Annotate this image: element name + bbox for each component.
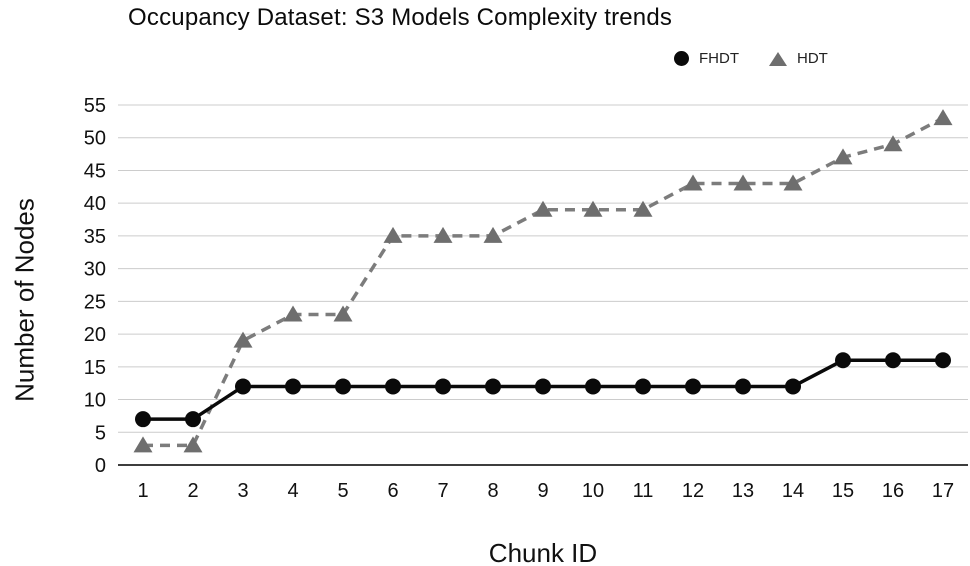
y-tick-label: 40: [84, 193, 106, 215]
data-point-fhdt[interactable]: [135, 411, 151, 428]
data-point-hdt[interactable]: [833, 148, 853, 165]
legend-label-fhdt: FHDT: [699, 50, 739, 67]
x-tick-label: 3: [237, 480, 248, 502]
data-point-hdt[interactable]: [433, 226, 453, 243]
data-point-hdt[interactable]: [483, 226, 503, 243]
x-tick-label: 6: [387, 480, 398, 502]
data-point-hdt[interactable]: [333, 305, 353, 322]
data-point-hdt[interactable]: [683, 174, 703, 191]
data-point-hdt[interactable]: [183, 436, 203, 453]
x-tick-label: 13: [732, 480, 754, 502]
legend-item-fhdt[interactable]: FHDT: [674, 50, 739, 67]
triangle-marker-icon: [769, 51, 787, 66]
x-tick-label: 9: [537, 480, 548, 502]
data-point-hdt[interactable]: [633, 200, 653, 217]
y-tick-label: 25: [84, 291, 106, 313]
data-point-fhdt[interactable]: [635, 378, 651, 395]
data-point-hdt[interactable]: [933, 109, 953, 126]
y-tick-label: 55: [84, 95, 106, 117]
x-tick-label: 8: [487, 480, 498, 502]
data-point-fhdt[interactable]: [585, 378, 601, 395]
data-point-fhdt[interactable]: [235, 378, 251, 395]
y-tick-label: 50: [84, 128, 106, 150]
data-point-fhdt[interactable]: [485, 378, 501, 395]
x-axis-title: Chunk ID: [488, 538, 598, 566]
chart-title: Occupancy Dataset: S3 Models Complexity …: [128, 4, 673, 31]
data-point-fhdt[interactable]: [335, 378, 351, 395]
x-tick-label: 14: [782, 480, 804, 502]
data-point-hdt[interactable]: [733, 174, 753, 191]
data-point-fhdt[interactable]: [785, 378, 801, 395]
data-point-fhdt[interactable]: [285, 378, 301, 395]
data-point-fhdt[interactable]: [735, 378, 751, 395]
data-point-hdt[interactable]: [383, 226, 403, 243]
data-point-hdt[interactable]: [583, 200, 603, 217]
data-point-fhdt[interactable]: [835, 352, 851, 369]
data-point-hdt[interactable]: [233, 331, 253, 348]
x-tick-label: 11: [633, 480, 654, 502]
data-point-fhdt[interactable]: [385, 378, 401, 395]
y-axis-title: Number of Nodes: [9, 198, 40, 402]
series-line-hdt: [143, 116, 944, 448]
legend-item-hdt[interactable]: HDT: [769, 50, 828, 67]
data-point-hdt[interactable]: [133, 436, 153, 453]
y-tick-label: 15: [84, 357, 106, 379]
x-tick-label: 7: [437, 480, 448, 502]
data-point-fhdt[interactable]: [185, 411, 201, 428]
data-point-fhdt[interactable]: [885, 352, 901, 369]
data-point-fhdt[interactable]: [935, 352, 951, 369]
y-tick-label: 5: [95, 422, 106, 444]
data-point-fhdt[interactable]: [435, 378, 451, 395]
x-tick-label: 12: [682, 480, 704, 502]
data-point-hdt[interactable]: [883, 135, 903, 152]
data-point-fhdt[interactable]: [685, 378, 701, 395]
x-tick-label: 2: [187, 480, 198, 502]
data-point-hdt[interactable]: [533, 200, 553, 217]
legend: FHDT HDT: [674, 50, 828, 67]
data-point-hdt[interactable]: [783, 174, 803, 191]
y-tick-label: 35: [84, 226, 106, 248]
y-tick-label: 20: [84, 324, 106, 346]
x-tick-label: 15: [832, 480, 854, 502]
data-point-hdt[interactable]: [283, 305, 303, 322]
y-tick-label: 10: [84, 390, 106, 412]
x-tick-label: 5: [337, 480, 348, 502]
x-tick-label: 1: [137, 480, 148, 502]
y-tick-label: 0: [95, 455, 106, 477]
x-tick-label: 16: [882, 480, 904, 502]
x-tick-label: 17: [932, 480, 954, 502]
y-tick-label: 45: [84, 160, 106, 182]
y-tick-label: 30: [84, 259, 106, 281]
circle-marker-icon: [674, 51, 689, 66]
data-point-fhdt[interactable]: [535, 378, 551, 395]
legend-label-hdt: HDT: [797, 50, 828, 67]
x-tick-label: 10: [582, 480, 604, 502]
x-tick-label: 4: [287, 480, 298, 502]
